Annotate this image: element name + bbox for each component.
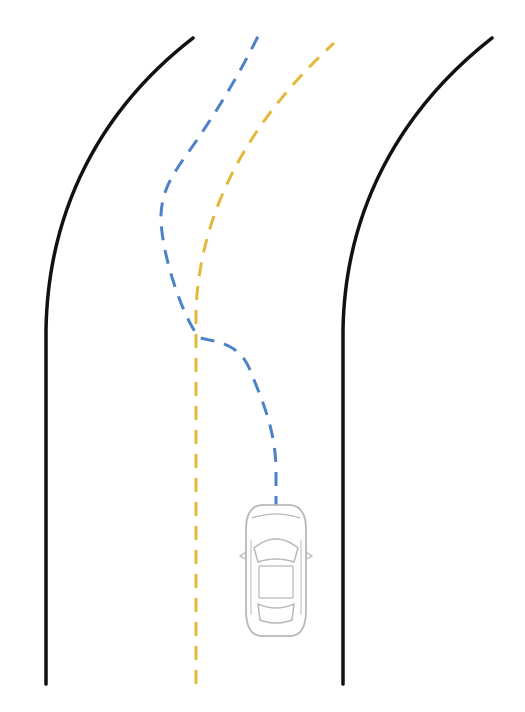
car-body xyxy=(245,504,307,637)
car-left-mirror xyxy=(238,551,247,560)
car-roof xyxy=(258,565,294,599)
right-road-edge xyxy=(341,36,494,686)
left-road-edge xyxy=(44,36,195,686)
car-rear-window xyxy=(257,602,295,624)
planned-trajectory xyxy=(159,27,278,510)
car-right-mirror xyxy=(305,551,314,560)
car-hood-line xyxy=(251,513,301,519)
reference-centerline xyxy=(194,41,336,684)
car-top-view-icon xyxy=(238,504,314,637)
car-windshield xyxy=(253,538,299,563)
